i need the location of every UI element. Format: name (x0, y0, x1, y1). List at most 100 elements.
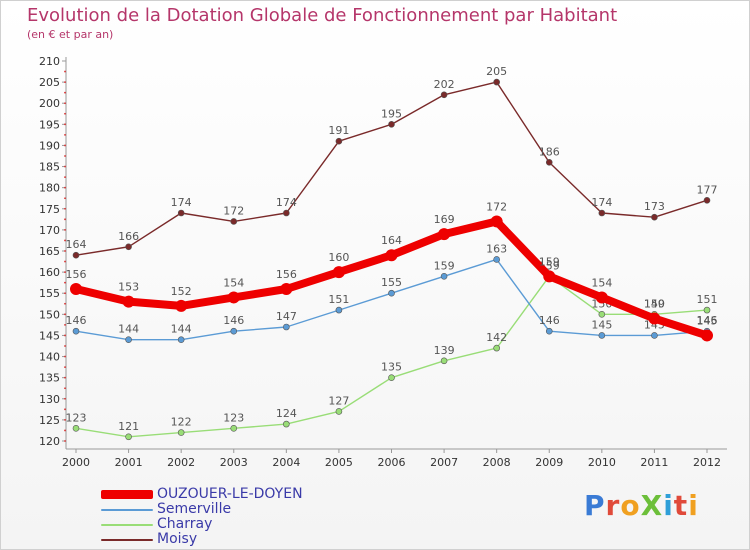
data-point (651, 213, 658, 221)
data-label: 146 (697, 314, 718, 327)
data-label: 122 (171, 416, 192, 429)
data-label: 149 (644, 298, 665, 311)
x-tick-label: 2008 (483, 456, 511, 469)
data-label: 154 (591, 276, 612, 289)
data-label: 127 (328, 394, 349, 407)
y-minor-tick (64, 345, 66, 347)
data-label: 156 (66, 268, 87, 281)
y-minor-tick (64, 81, 66, 84)
y-tick-label: 190 (39, 139, 60, 152)
data-point (283, 420, 290, 428)
data-point (177, 209, 185, 217)
data-point (72, 425, 80, 432)
data-label: 164 (66, 238, 87, 251)
y-minor-tick (64, 334, 66, 337)
data-point (177, 429, 185, 436)
data-point (595, 291, 608, 304)
y-minor-tick (64, 323, 66, 326)
data-point (230, 218, 238, 225)
data-label: 153 (118, 281, 139, 294)
y-tick-label: 160 (39, 266, 60, 279)
data-label: 172 (223, 204, 244, 217)
data-point (490, 215, 503, 228)
y-tick-label: 195 (39, 118, 60, 131)
data-label: 150 (644, 297, 665, 310)
y-minor-tick (64, 376, 66, 379)
x-tick-label: 2004 (272, 456, 300, 469)
y-minor-tick (64, 281, 66, 284)
data-point (545, 327, 553, 335)
data-point (125, 243, 132, 251)
data-point (493, 344, 500, 352)
y-minor-tick (64, 133, 66, 136)
legend-label-ouzouer: OUZOUER-LE-DOYEN (157, 486, 303, 502)
data-point (598, 209, 606, 217)
y-minor-tick (64, 440, 66, 442)
chart-title: Evolution de la Dotation Globale de Fonc… (27, 5, 618, 26)
data-point (335, 137, 343, 145)
y-minor-tick (64, 70, 66, 73)
data-point (72, 251, 80, 259)
data-label: 156 (276, 268, 297, 281)
data-label: 173 (644, 200, 665, 213)
y-minor-tick (64, 355, 66, 358)
x-tick-label: 2011 (640, 456, 668, 469)
x-tick-label: 2000 (62, 456, 90, 469)
data-point (493, 256, 500, 263)
x-tick-label: 2006 (378, 456, 406, 469)
data-label: 172 (486, 200, 507, 213)
y-tick-label: 165 (39, 245, 60, 258)
legend: OUZOUER-LE-DOYEN Semerville Charray Mois… (101, 487, 303, 547)
data-label: 159 (434, 259, 455, 272)
data-label: 174 (171, 196, 192, 209)
y-minor-tick (64, 112, 66, 115)
legend-swatch-moisy (101, 538, 153, 541)
data-point (440, 91, 448, 99)
data-point (701, 329, 713, 342)
y-tick-label: 170 (39, 224, 60, 237)
data-label: 123 (223, 411, 244, 424)
y-tick-label: 125 (39, 414, 60, 427)
data-label: 174 (276, 196, 297, 209)
y-minor-tick (64, 302, 66, 305)
data-point (493, 78, 500, 86)
y-tick-label: 185 (39, 161, 60, 174)
data-point (70, 283, 82, 295)
legend-label-charray: Charray (157, 516, 213, 532)
data-label: 164 (381, 234, 402, 247)
data-point (230, 327, 238, 335)
data-label: 186 (539, 145, 560, 158)
data-label: 146 (223, 314, 244, 327)
data-point (440, 357, 448, 365)
legend-label-semerville: Semerville (157, 501, 232, 517)
y-minor-tick (64, 207, 66, 210)
data-point (280, 283, 293, 295)
data-point (598, 332, 606, 339)
data-point (388, 121, 395, 128)
data-point (335, 408, 343, 415)
data-point (332, 266, 345, 279)
data-label: 144 (171, 323, 192, 336)
data-label: 147 (276, 310, 297, 323)
data-point (385, 249, 398, 262)
y-tick-label: 180 (39, 182, 60, 195)
y-minor-tick (64, 228, 66, 231)
data-label: 121 (118, 420, 139, 433)
data-label: 151 (328, 293, 349, 306)
data-label: 202 (434, 78, 455, 91)
data-point (335, 306, 343, 314)
y-minor-tick (64, 418, 66, 421)
data-label: 135 (381, 361, 402, 374)
data-label: 139 (434, 344, 455, 357)
y-minor-tick (64, 313, 66, 316)
legend-swatch-charray (101, 523, 153, 526)
x-tick-label: 2005 (325, 456, 353, 469)
y-tick-label: 175 (39, 203, 60, 216)
x-tick-label: 2010 (588, 456, 616, 469)
data-point (543, 270, 556, 283)
y-tick-label: 210 (39, 55, 60, 68)
y-minor-tick (64, 197, 66, 200)
data-point (283, 209, 290, 217)
